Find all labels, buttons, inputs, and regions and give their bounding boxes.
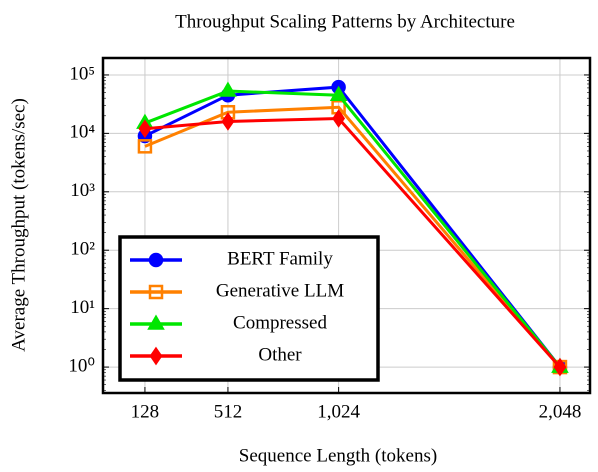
- x-tick-label: 128: [131, 401, 160, 422]
- marker: [138, 119, 152, 139]
- legend-label: BERT Family: [227, 248, 333, 269]
- x-tick-label: 2,048: [539, 401, 582, 422]
- marker: [332, 109, 346, 128]
- x-axis-label: Sequence Length (tokens): [239, 445, 437, 466]
- marker: [329, 85, 348, 101]
- series-line: [144, 85, 562, 369]
- y-tick-label: 10³: [70, 180, 95, 201]
- marker: [147, 314, 165, 330]
- y-tick-label: 10⁰: [68, 355, 95, 376]
- marker: [219, 81, 237, 97]
- series-line: [144, 105, 562, 369]
- y-tick-label: 10⁵: [69, 63, 95, 84]
- series-line: [144, 89, 562, 369]
- marker: [221, 112, 235, 131]
- y-tick-label: 10¹: [70, 297, 95, 318]
- x-tick-label: 1,024: [317, 401, 360, 422]
- legend-label: Other: [258, 344, 302, 365]
- y-tick-label: 10⁴: [69, 122, 95, 143]
- series-line: [144, 116, 562, 369]
- legend-label: Generative LLM: [216, 280, 344, 301]
- plot-frame: [101, 56, 592, 395]
- y-tick-label: 10²: [70, 239, 95, 260]
- y-axis-label: Average Throughput (tokens/sec): [8, 98, 29, 352]
- legend-label: Compressed: [233, 312, 327, 333]
- chart-title: Throughput Scaling Patterns by Architect…: [175, 11, 515, 32]
- marker: [137, 139, 153, 154]
- marker: [148, 252, 164, 268]
- marker: [553, 357, 567, 377]
- marker: [149, 346, 163, 366]
- x-tick-label: 512: [214, 401, 243, 422]
- marker: [148, 284, 164, 300]
